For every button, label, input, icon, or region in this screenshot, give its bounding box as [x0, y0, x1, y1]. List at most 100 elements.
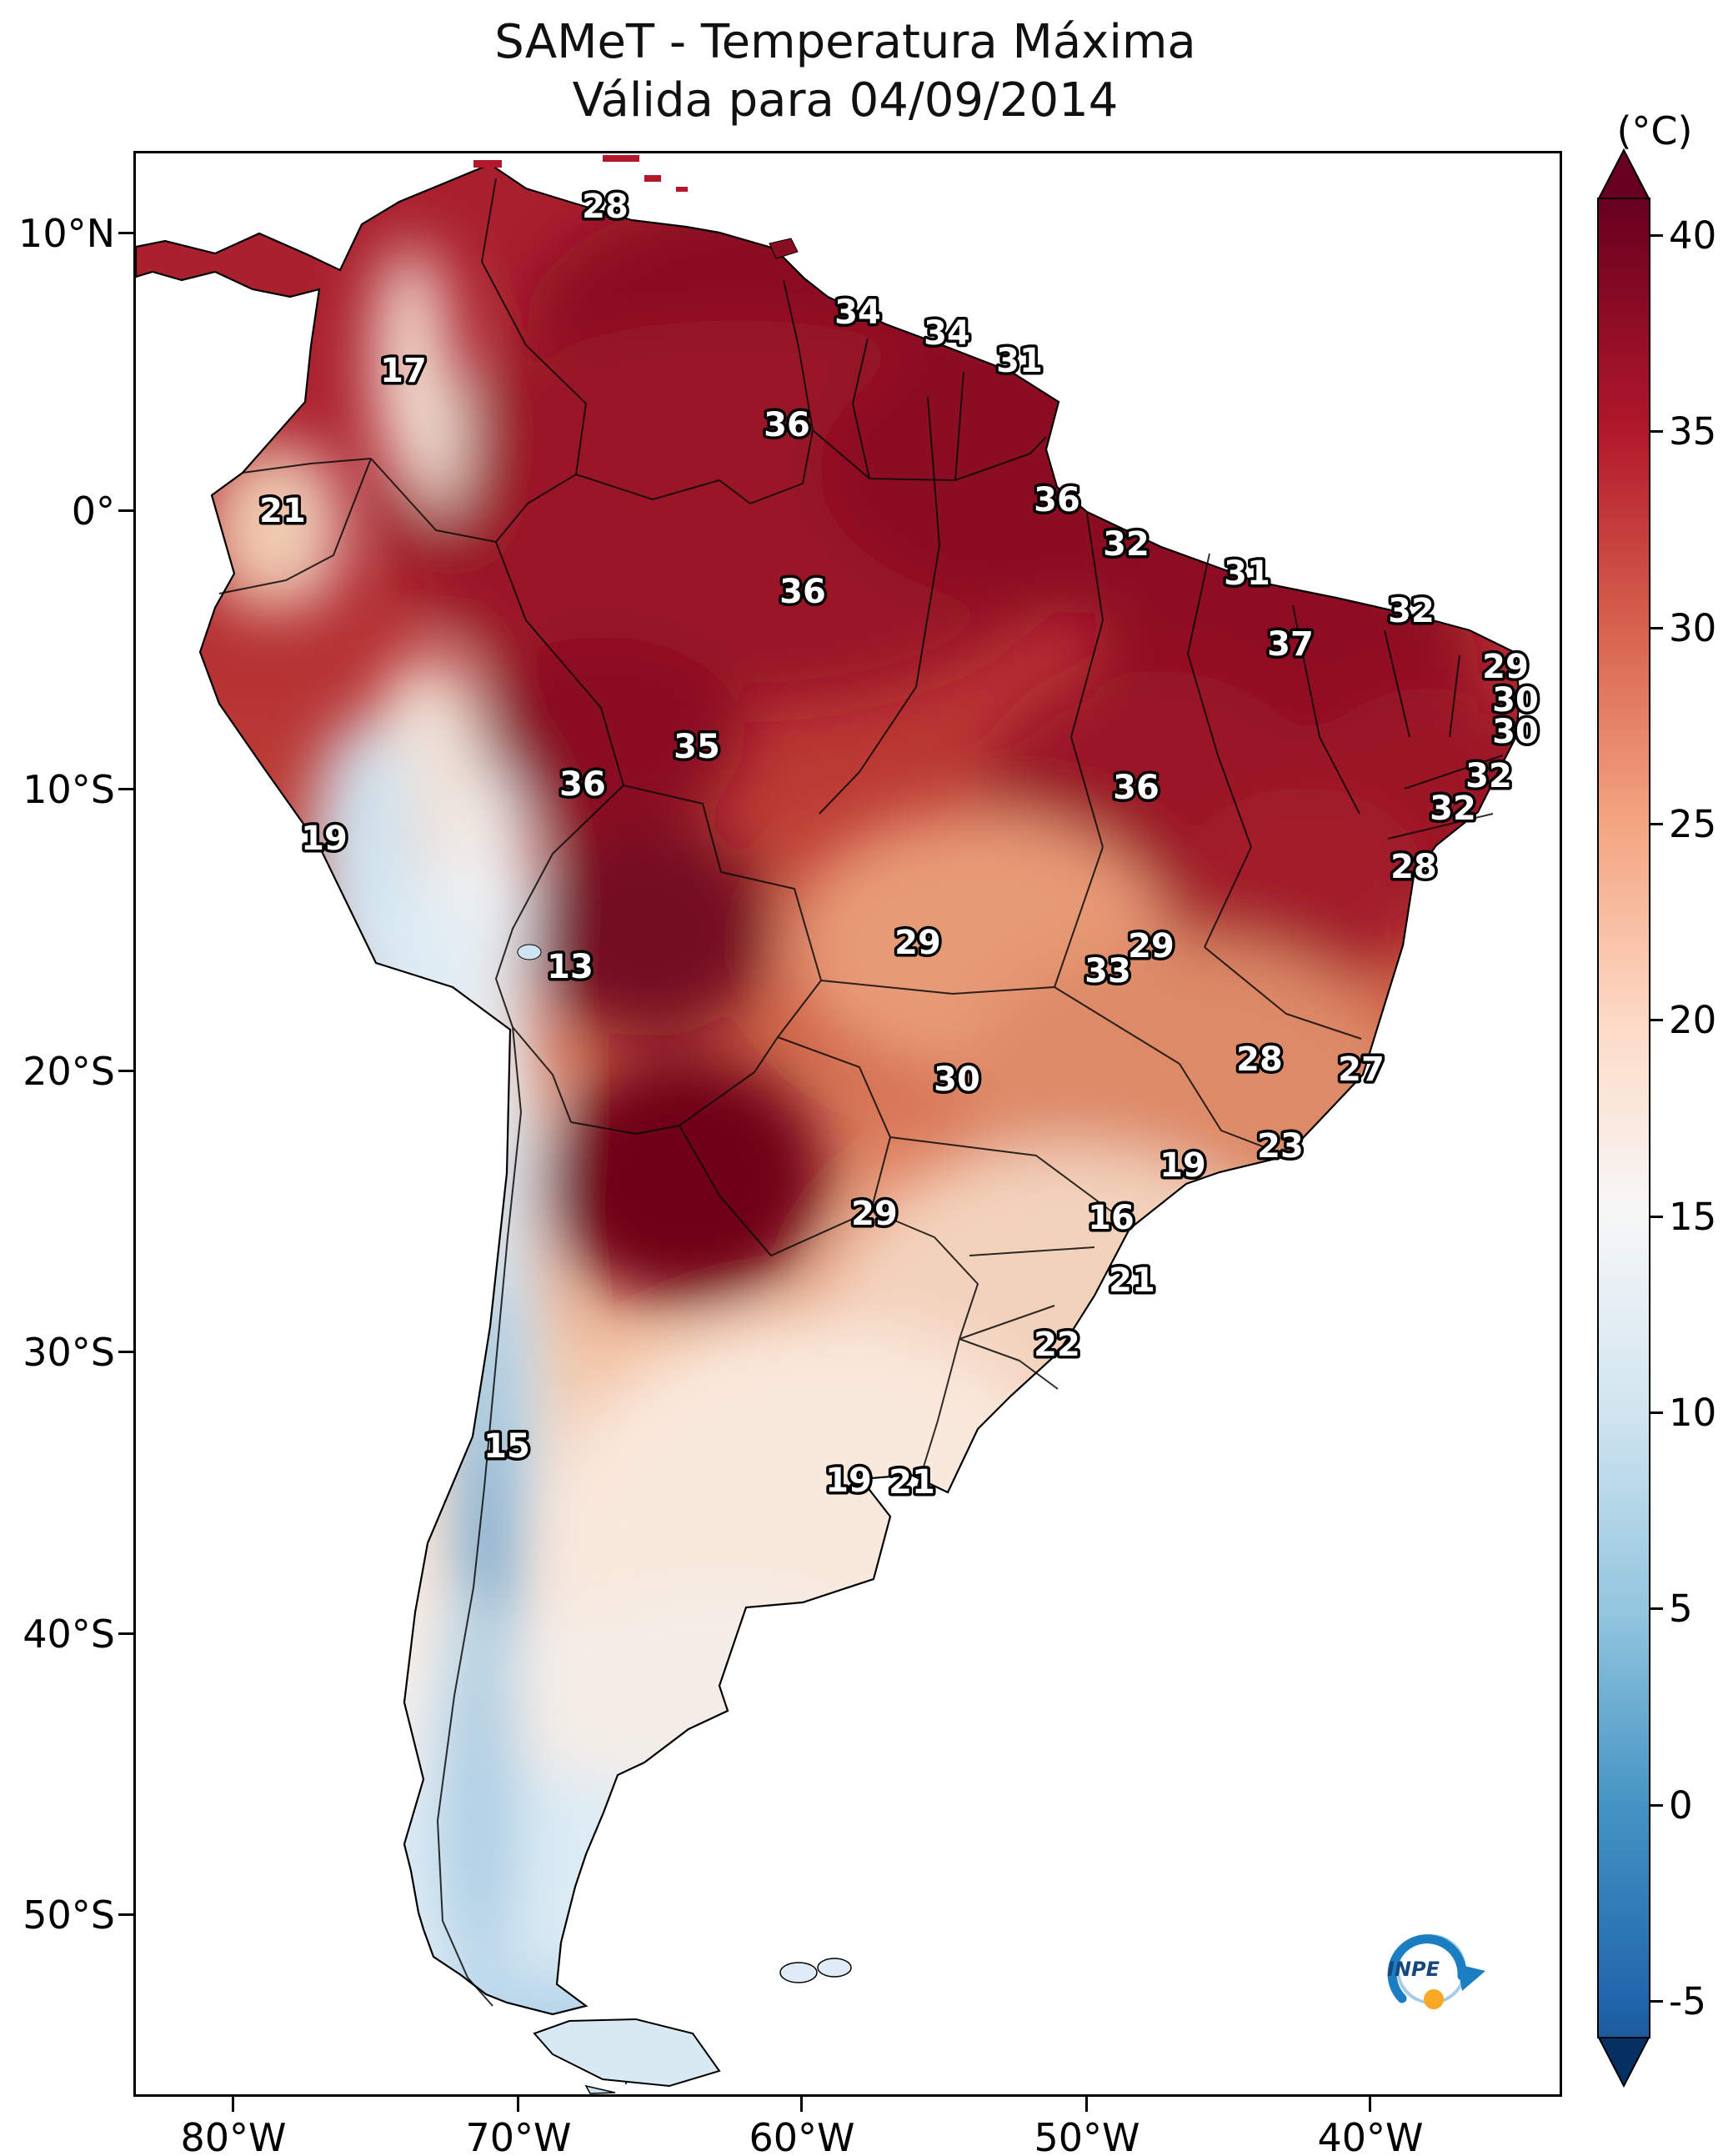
temperature-label: 36	[1113, 769, 1160, 807]
temperature-label: 36	[559, 765, 606, 804]
x-tick-label: 80°W	[180, 2115, 287, 2156]
colorbar-unit-label: (°C)	[1616, 108, 1693, 153]
y-tick-mark	[118, 1351, 133, 1353]
temperature-label: 16	[1088, 1199, 1134, 1237]
temperature-label: 21	[259, 492, 306, 530]
temperature-label: 22	[1034, 1326, 1080, 1364]
x-tick-label: 60°W	[749, 2115, 855, 2156]
temperature-label: 21	[889, 1463, 935, 1502]
y-tick-label: 0°	[71, 489, 115, 534]
colorbar-body	[1597, 198, 1650, 2038]
temperature-label: 19	[1160, 1146, 1206, 1185]
temperature-label: 15	[483, 1427, 530, 1466]
y-tick-mark	[118, 1632, 133, 1635]
colorbar-extend-top	[1597, 148, 1650, 199]
y-tick-label: 10°N	[18, 211, 115, 256]
temperature-label: 29	[1482, 648, 1529, 686]
colorbar-tick-label: 30	[1669, 606, 1717, 650]
y-tick-label: 50°S	[23, 1893, 115, 1938]
colorbar-extend-bottom	[1597, 2037, 1650, 2088]
y-tick-label: 20°S	[23, 1049, 115, 1094]
figure-title: SAMeT - Temperatura Máxima Válida para 0…	[133, 13, 1557, 130]
colorbar-tick-mark	[1650, 1411, 1663, 1414]
temperature-label: 37	[1267, 625, 1314, 664]
temperature-label: 34	[924, 314, 970, 353]
temperature-label: 32	[1465, 757, 1512, 795]
colorbar-tick-mark	[1650, 1607, 1663, 1610]
colorbar-tick-label: 20	[1669, 998, 1717, 1042]
temperature-label: 19	[301, 820, 348, 858]
temperature-label: 30	[934, 1060, 980, 1099]
temperature-label: 21	[1109, 1261, 1155, 1300]
y-tick-label: 40°S	[23, 1612, 115, 1657]
inpe-logo: INPE	[1369, 1928, 1494, 2018]
colorbar	[1597, 148, 1650, 2088]
colorbar-tick-mark	[1650, 627, 1663, 629]
map-plot: 28 34 34 31 17 36 21 36 32 31 36 32 37 29 30 30 35 36 36 32…	[133, 151, 1562, 2097]
temperature-label: 32	[1103, 525, 1150, 564]
colorbar-tick-label: -5	[1669, 1979, 1706, 2023]
temperature-label: 32	[1430, 790, 1476, 828]
y-tick-mark	[118, 788, 133, 790]
y-tick-mark	[118, 1070, 133, 1072]
temperature-label: 36	[779, 573, 826, 611]
x-tick-mark	[232, 2097, 234, 2112]
temperature-label: 34	[834, 293, 881, 332]
x-tick-mark	[1369, 2097, 1371, 2112]
colorbar-tick-label: 5	[1669, 1587, 1693, 1631]
temperature-label: 28	[582, 188, 629, 226]
y-tick-mark	[118, 509, 133, 512]
y-tick-label: 10°S	[23, 767, 115, 812]
temperature-label: 13	[547, 948, 594, 986]
temperature-label: 32	[1388, 592, 1435, 630]
temperature-label: 36	[1034, 481, 1080, 519]
temperature-label: 30	[1492, 681, 1539, 720]
temperature-field	[136, 164, 1520, 2014]
y-tick-mark	[118, 232, 133, 234]
colorbar-tick-label: 40	[1669, 213, 1717, 258]
islands	[473, 155, 852, 2094]
temperature-label: 29	[894, 924, 941, 962]
x-tick-mark	[800, 2097, 803, 2112]
colorbar-tick-mark	[1650, 1804, 1663, 1807]
figure-title-line1: SAMeT - Temperatura Máxima	[494, 15, 1196, 69]
x-tick-label: 50°W	[1034, 2115, 1140, 2156]
temperature-label: 19	[825, 1462, 872, 1500]
temperature-label: 17	[380, 352, 427, 390]
temperature-label: 23	[1257, 1127, 1304, 1166]
colorbar-tick-label: 15	[1669, 1195, 1717, 1239]
colorbar-tick-mark	[1650, 823, 1663, 825]
logo-swirl-arrow	[1387, 1934, 1467, 2003]
colorbar-tick-mark	[1650, 234, 1663, 237]
colorbar-gradient	[1597, 148, 1650, 2088]
temperature-label: 29	[1128, 927, 1175, 965]
temperature-label: 30	[1492, 713, 1539, 751]
colorbar-tick-mark	[1650, 2000, 1663, 2003]
country-borders	[218, 178, 1504, 2085]
y-tick-label: 30°S	[23, 1330, 115, 1375]
temperature-label: 28	[1390, 848, 1437, 886]
temperature-label: 31	[1224, 554, 1270, 593]
colorbar-tick-label: 10	[1669, 1391, 1717, 1435]
colorbar-tick-mark	[1650, 1019, 1663, 1021]
x-tick-mark	[517, 2097, 519, 2112]
logo-orange-ball-icon	[1424, 1989, 1444, 2009]
colorbar-tick-mark	[1650, 1216, 1663, 1218]
temperature-label: 36	[764, 406, 810, 444]
y-tick-mark	[118, 1913, 133, 1916]
logo-arrowhead-icon	[1457, 1964, 1485, 1991]
temperature-label: 29	[851, 1195, 898, 1233]
temperature-label: 28	[1236, 1040, 1283, 1079]
x-tick-label: 70°W	[465, 2115, 572, 2156]
colorbar-tick-label: 25	[1669, 802, 1717, 846]
colorbar-tick-mark	[1650, 430, 1663, 433]
x-tick-mark	[1085, 2097, 1088, 2112]
temperature-label: 33	[1084, 952, 1131, 990]
temperature-label: 31	[996, 342, 1043, 380]
figure-title-line2: Válida para 04/09/2014	[572, 73, 1119, 128]
x-tick-label: 40°W	[1317, 2115, 1424, 2156]
temperature-label: 27	[1338, 1050, 1385, 1089]
